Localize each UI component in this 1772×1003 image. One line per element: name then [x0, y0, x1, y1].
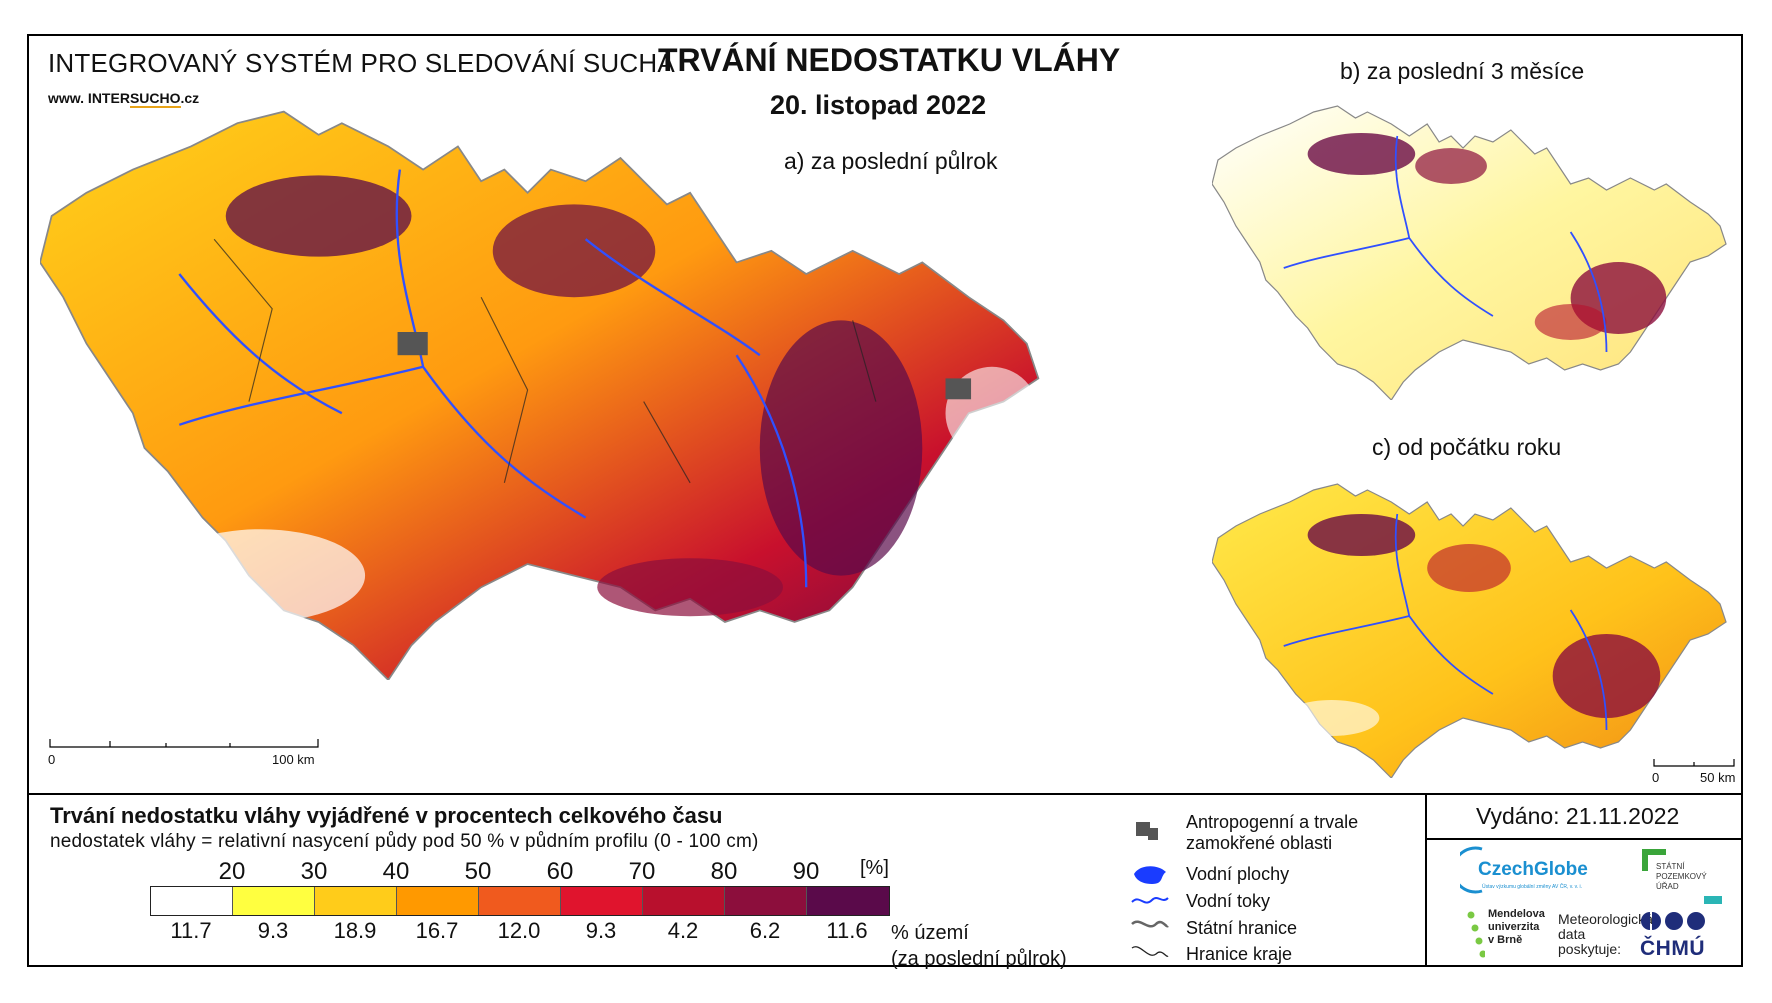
- legend-color-swatch: [643, 887, 725, 915]
- spu-logo: STÁTNÍ POZEMKOVÝ ÚŘAD: [1640, 847, 1722, 904]
- mendel-dots-icon: [1467, 911, 1485, 958]
- legend-threshold-label: 50: [464, 858, 492, 885]
- chmu-mark-icon: [1641, 912, 1705, 930]
- divider: [27, 793, 1743, 795]
- urban-area-icon: [1136, 822, 1158, 840]
- legend-threshold-label: 70: [628, 858, 656, 885]
- issued-date: Vydáno: 21.11.2022: [1476, 803, 1680, 829]
- map-last-halfyear: [40, 110, 1040, 680]
- page-title: TRVÁNÍ NEDOSTATKU VLÁHY: [658, 42, 1121, 78]
- river-icon: [1131, 897, 1169, 904]
- territory-label: % území (za poslední půlrok): [891, 922, 1067, 970]
- map-since-year-start: [1212, 483, 1727, 778]
- state-border-icon: [1131, 920, 1169, 928]
- legend-threshold-label: 60: [546, 858, 574, 885]
- legend-state-border-label: Státní hranice: [1186, 918, 1298, 938]
- legend-share-value: 9.3: [585, 918, 617, 943]
- divider: [1425, 793, 1427, 967]
- legend-share-value: 18.9: [333, 918, 377, 943]
- map-last-3-months: [1212, 105, 1727, 400]
- legend-color-bar: [150, 886, 890, 916]
- scale-end-label: 100 km: [272, 752, 315, 767]
- legend-color-swatch: [315, 887, 397, 915]
- legend-threshold-label: 20: [218, 858, 246, 885]
- map-a-title: a) za poslední půlrok: [784, 148, 998, 174]
- chmu-logo: ČHMÚ: [1640, 910, 1720, 961]
- mendel-logo: Mendelova univerzita v Brně: [1488, 908, 1545, 946]
- legend-color-swatch: [397, 887, 479, 915]
- scale-small-start-label: 0: [1652, 770, 1660, 785]
- legend-share-value: 9.3: [257, 918, 289, 943]
- spu-mark-icon: [1642, 849, 1666, 871]
- map-b-title: b) za poslední 3 měsíce: [1340, 58, 1585, 84]
- legend-share-value: 6.2: [749, 918, 781, 943]
- divider: [1425, 838, 1743, 840]
- legend-unit: [%]: [860, 857, 889, 879]
- legend-title: Trvání nedostatku vláhy vyjádřené v proc…: [50, 803, 723, 828]
- svg-text:Ústav výzkumu globální změny A: Ústav výzkumu globální změny AV ČR, v. v…: [1482, 883, 1582, 890]
- svg-text:CzechGlobe: CzechGlobe: [1478, 859, 1588, 880]
- region-border-icon: [1131, 946, 1169, 957]
- meteo-label: Meteorologická data poskytuje:: [1558, 911, 1653, 957]
- legend-urban-label: Antropogenní a trvale zamokřené oblasti: [1186, 812, 1359, 853]
- scale-bar-main: [49, 739, 319, 748]
- legend-subtitle: nedostatek vláhy = relativní nasycení pů…: [50, 831, 759, 852]
- page-date: 20. listopad 2022: [770, 90, 987, 120]
- scale-start-label: 0: [48, 752, 56, 767]
- legend-color-swatch: [151, 887, 233, 915]
- water-body-icon: [1134, 866, 1166, 884]
- legend-region-border-label: Hranice kraje: [1186, 944, 1293, 964]
- legend-threshold-label: 30: [300, 858, 328, 885]
- system-title: INTEGROVANÝ SYSTÉM PRO SLEDOVÁNÍ SUCHA: [48, 48, 675, 78]
- website-link[interactable]: www. INTERSUCHO.cz: [48, 90, 200, 108]
- legend-water-bodies-label: Vodní plochy: [1186, 864, 1290, 884]
- legend-share-value: 16.7: [415, 918, 459, 943]
- scale-small-end-label: 50 km: [1700, 770, 1736, 785]
- legend-color-swatch: [561, 887, 643, 915]
- legend-share-value: 12.0: [497, 918, 541, 943]
- map-c-title: c) od počátku roku: [1372, 434, 1562, 460]
- scale-bar-small: [1653, 759, 1735, 767]
- legend-color-swatch: [479, 887, 561, 915]
- legend-share-value: 4.2: [667, 918, 699, 943]
- legend-threshold-label: 40: [382, 858, 410, 885]
- legend-color-swatch: [233, 887, 315, 915]
- legend-color-swatch: [807, 887, 889, 915]
- legend-share-value: 11.6: [826, 918, 868, 943]
- czechglobe-logo: CzechGlobe Ústav výzkumu globální změny …: [1460, 846, 1588, 894]
- legend-share-value: 11.7: [170, 918, 212, 943]
- legend-threshold-label: 90: [792, 858, 820, 885]
- legend-threshold-label: 80: [710, 858, 738, 885]
- legend-rivers-label: Vodní toky: [1186, 891, 1271, 911]
- legend-color-swatch: [725, 887, 807, 915]
